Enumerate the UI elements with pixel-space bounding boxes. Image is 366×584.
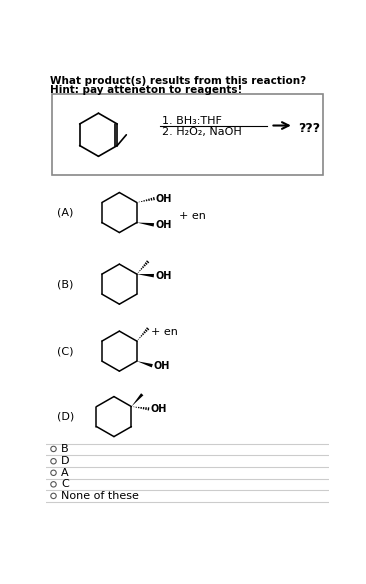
Text: 1. BH₃:THF: 1. BH₃:THF [162,116,222,126]
Circle shape [51,470,56,475]
Circle shape [51,493,56,499]
Polygon shape [137,274,154,277]
Text: + en: + en [179,211,206,221]
Text: None of these: None of these [61,491,139,501]
Text: (A): (A) [57,207,74,217]
Bar [52,94,323,175]
Text: 2. H₂O₂, NaOH: 2. H₂O₂, NaOH [162,127,242,137]
Text: (C): (C) [57,346,74,356]
Text: OH: OH [154,361,170,371]
Text: C: C [61,479,69,489]
Circle shape [51,458,56,464]
Text: D: D [61,456,70,466]
Text: ???: ??? [298,121,320,135]
Polygon shape [137,361,153,367]
Text: A: A [61,468,69,478]
Text: What product(s) results from this reaction?: What product(s) results from this reacti… [50,77,306,86]
Text: (D): (D) [57,412,75,422]
Text: OH: OH [150,404,167,414]
Polygon shape [131,393,143,406]
Circle shape [51,446,56,451]
Text: OH: OH [156,270,172,281]
Circle shape [51,482,56,487]
Text: Hint: pay atteneton to reagents!: Hint: pay atteneton to reagents! [50,85,242,95]
Polygon shape [137,223,154,227]
Text: OH: OH [156,194,172,204]
Text: + en: + en [151,327,178,337]
Text: OH: OH [156,220,172,230]
Text: B: B [61,444,69,454]
Text: (B): (B) [57,279,74,289]
